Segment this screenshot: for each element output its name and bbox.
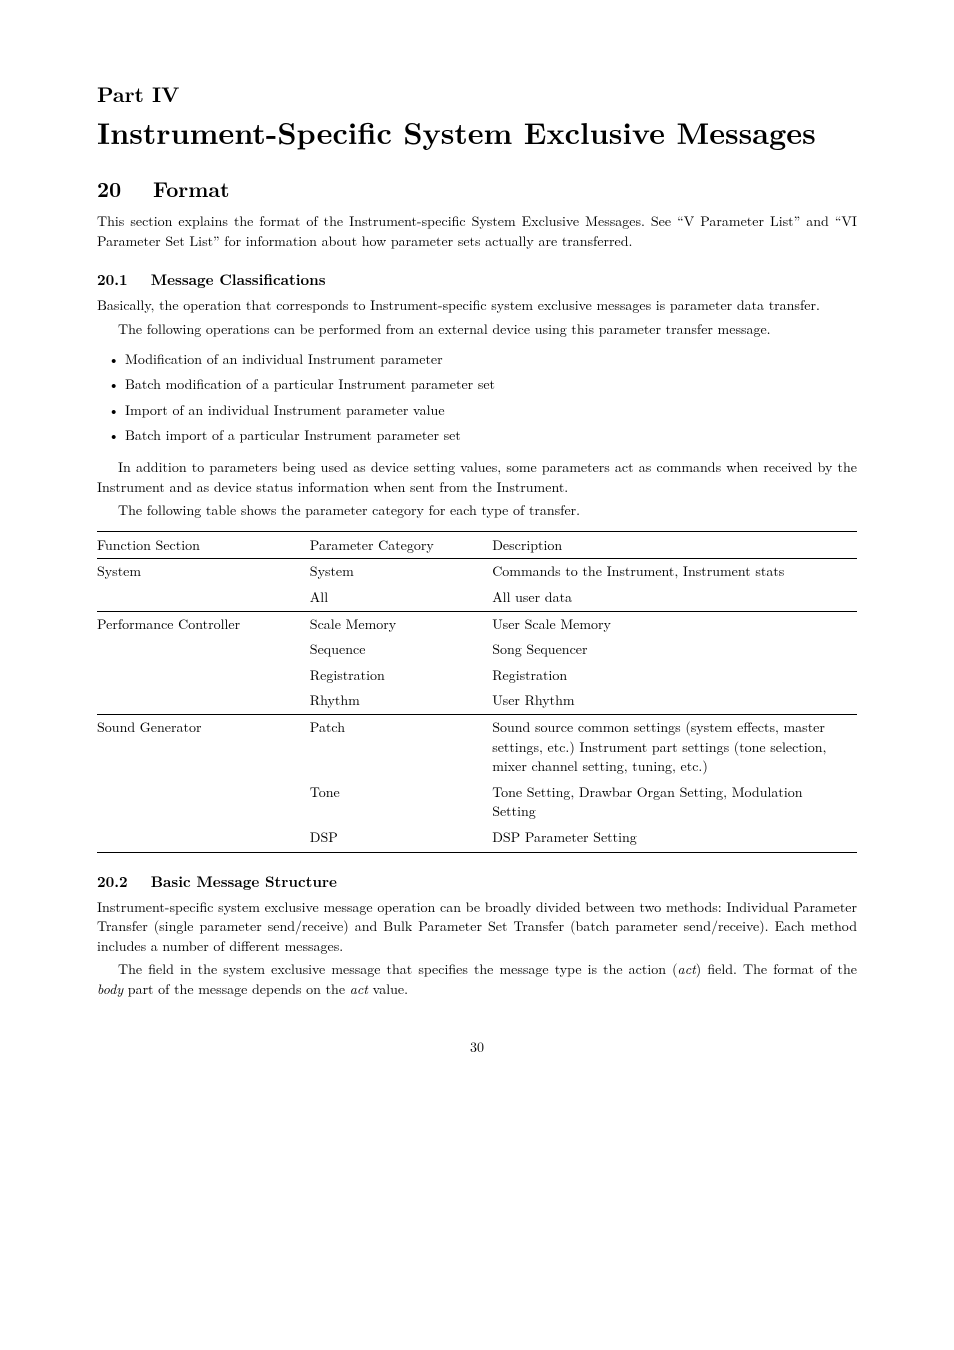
table-header: Description <box>492 531 857 559</box>
subsection-heading-20-2: 20.2 Basic Message Structure <box>97 871 857 892</box>
table-row: Sequence Song Sequencer <box>97 637 857 663</box>
page-number: 30 <box>97 1038 857 1058</box>
table-row: Sound Generator Patch Sound source commo… <box>97 715 857 780</box>
table-cell: Performance Controller <box>97 612 310 638</box>
table-row: All All user data <box>97 585 857 611</box>
para-20-1-4: The following table shows the parameter … <box>97 501 857 521</box>
table-row: Tone Tone Setting, Drawbar Organ Setting… <box>97 780 857 825</box>
list-item: Modification of an individual Instrument… <box>125 350 857 370</box>
table-cell: User Rhythm <box>492 688 857 714</box>
table-cell: All <box>310 585 492 611</box>
table-cell: All user data <box>492 585 857 611</box>
para-20-1-2: The following operations can be performe… <box>97 320 857 340</box>
table-cell: Registration <box>492 663 857 689</box>
subsection-title: Basic Message Structure <box>151 871 337 892</box>
subsection-number: 20.2 <box>97 871 145 892</box>
part-label: Part IV <box>97 80 857 109</box>
table-cell: Rhythm <box>310 688 492 714</box>
table-header: Function Section <box>97 531 310 559</box>
table-row: Rhythm User Rhythm <box>97 688 857 714</box>
table-row: Performance Controller Scale Memory User… <box>97 612 857 638</box>
table-cell: Sequence <box>310 637 492 663</box>
section20-intro: This section explains the format of the … <box>97 212 857 251</box>
para-20-2-2: The field in the system exclusive messag… <box>97 960 857 999</box>
table-row: Registration Registration <box>97 663 857 689</box>
subsection-number: 20.1 <box>97 269 145 290</box>
para-20-1-3: In addition to parameters being used as … <box>97 458 857 497</box>
parameter-table: Function Section Parameter Category Desc… <box>97 531 857 853</box>
subsection-heading-20-1: 20.1 Message Classifications <box>97 269 857 290</box>
para-20-1-1: Basically, the operation that correspond… <box>97 296 857 316</box>
table-cell: Scale Memory <box>310 612 492 638</box>
table-cell: Tone Setting, Drawbar Organ Setting, Mod… <box>492 780 857 825</box>
table-row: System System Commands to the Instrument… <box>97 559 857 585</box>
table-cell: Song Sequencer <box>492 637 857 663</box>
table-cell: Patch <box>310 715 492 780</box>
table-cell: DSP <box>310 825 492 852</box>
table-cell: Tone <box>310 780 492 825</box>
table-cell: Sound source common settings (system eff… <box>492 715 857 780</box>
table-cell: User Scale Memory <box>492 612 857 638</box>
subsection-title: Message Classifications <box>151 269 326 290</box>
table-cell: Sound Generator <box>97 715 310 780</box>
section-heading-20: 20 Format <box>97 175 857 204</box>
list-item: Batch import of a particular Instrument … <box>125 426 857 446</box>
table-header: Parameter Category <box>310 531 492 559</box>
table-cell: Registration <box>310 663 492 689</box>
table-row: DSP DSP Parameter Setting <box>97 825 857 852</box>
list-item: Batch modification of a particular Instr… <box>125 375 857 395</box>
para-20-2-1: Instrument-specific system exclusive mes… <box>97 898 857 957</box>
table-cell: System <box>310 559 492 585</box>
table-cell: DSP Parameter Setting <box>492 825 857 852</box>
table-cell: System <box>97 559 310 585</box>
list-item: Import of an individual Instrument param… <box>125 401 857 421</box>
section-number: 20 <box>97 175 145 204</box>
section-title: Format <box>153 174 229 204</box>
table-cell: Commands to the Instrument, Instrument s… <box>492 559 857 585</box>
bullet-list: Modification of an individual Instrument… <box>97 350 857 446</box>
part-title: Instrument-Specific System Exclusive Mes… <box>97 113 857 151</box>
